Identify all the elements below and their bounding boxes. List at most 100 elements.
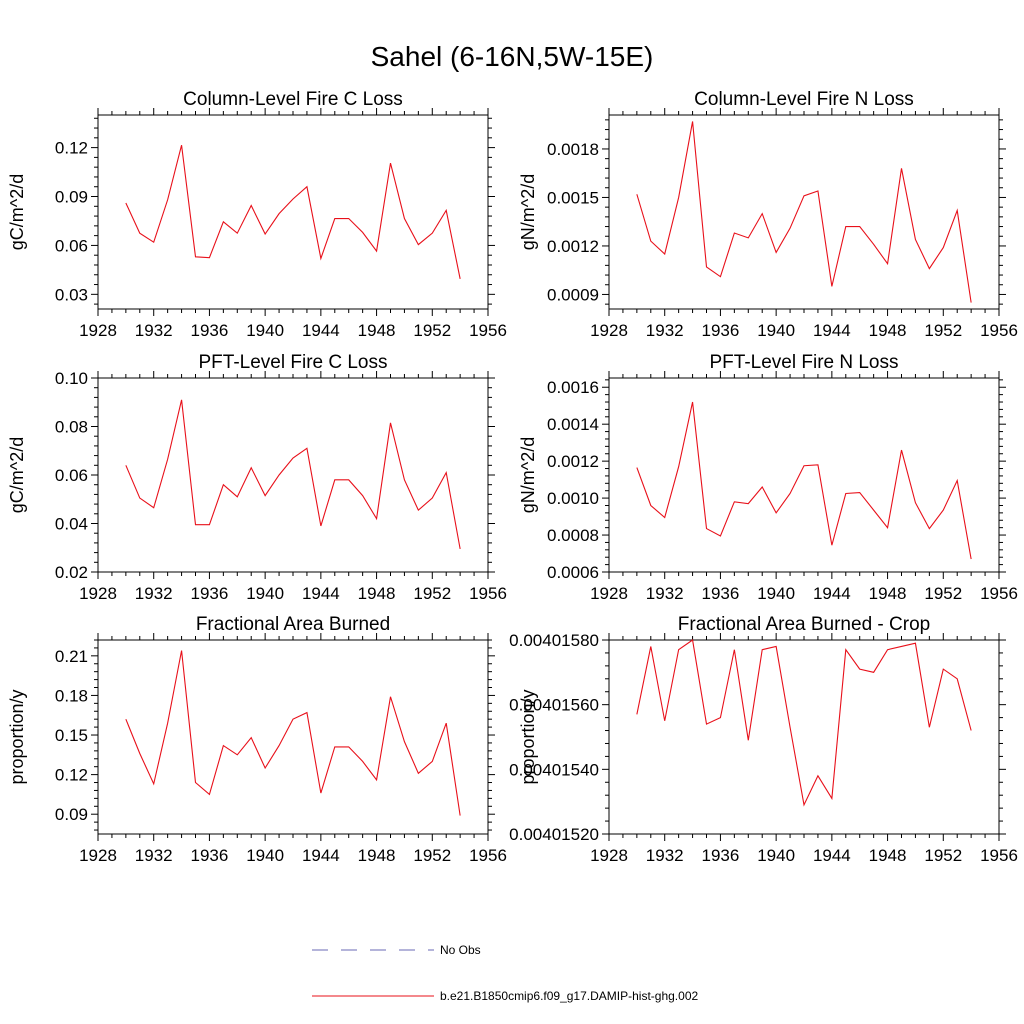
series-line-1 [636, 639, 972, 807]
x-tick-label: 1948 [869, 584, 907, 603]
y-tick-label: 0.0010 [547, 489, 599, 508]
series-line-1 [636, 401, 972, 560]
y-tick-label: 0.0018 [547, 140, 599, 159]
y-tick-label: 0.06 [55, 236, 88, 255]
y-tick-label: 0.08 [55, 418, 88, 437]
y-tick-label: 0.0006 [547, 563, 599, 582]
series-line-1 [636, 121, 972, 303]
panel-title: PFT-Level Fire C Loss [199, 352, 388, 373]
y-tick-label: 0.09 [55, 805, 88, 824]
y-axis-label: gC/m^2/d [7, 437, 27, 513]
x-tick-label: 1948 [358, 321, 396, 340]
x-tick-label: 1932 [135, 321, 173, 340]
y-tick-label: 0.15 [55, 726, 88, 745]
series-line-1 [125, 650, 461, 816]
y-tick-label: 0.12 [55, 139, 88, 158]
x-tick-label: 1948 [869, 321, 907, 340]
x-tick-label: 1940 [246, 846, 284, 865]
legend-entry-model-run: b.e21.B1850cmip6.f09_g17.DAMIP-hist-ghg.… [312, 989, 698, 1003]
x-tick-label: 1944 [302, 321, 340, 340]
x-tick-label: 1940 [757, 321, 795, 340]
y-tick-label: 0.0009 [547, 285, 599, 304]
y-axis-label: gN/m^2/d [518, 437, 538, 513]
x-tick-label: 1952 [413, 846, 451, 865]
y-axis-label: gC/m^2/d [7, 174, 27, 250]
x-tick-label: 1952 [413, 321, 451, 340]
y-tick-label: 0.12 [55, 766, 88, 785]
x-tick-label: 1940 [246, 321, 284, 340]
chart-panel-4: 1928 1932 1936 1940 1944 1948 1952 1956 0.0006 0.… [518, 352, 1018, 603]
x-tick-label: 1952 [924, 584, 962, 603]
legend: No Obs b.e21.B1850cmip6.f09_g17.DAMIP-hi… [312, 943, 698, 1003]
y-tick-label: 0.0008 [547, 526, 599, 545]
x-tick-label: 1944 [813, 321, 851, 340]
chart-panel-6: 1928 1932 1936 1940 1944 1948 1952 1956 0.004015… [509, 614, 1018, 865]
x-tick-label: 1928 [590, 584, 628, 603]
panel-title: Column-Level Fire C Loss [183, 89, 403, 110]
x-tick-label: 1932 [646, 584, 684, 603]
x-tick-label: 1932 [646, 321, 684, 340]
y-tick-label: 0.06 [55, 466, 88, 485]
x-tick-label: 1952 [413, 584, 451, 603]
chart-panel-1: 1928 1932 1936 1940 1944 1948 1952 1956 0.03 0.06… [7, 89, 507, 340]
y-tick-label: 0.04 [55, 515, 88, 534]
x-tick-label: 1932 [135, 846, 173, 865]
y-tick-label: 0.18 [55, 686, 88, 705]
x-tick-label: 1936 [702, 584, 740, 603]
y-tick-label: 0.21 [55, 647, 88, 666]
x-tick-label: 1948 [358, 584, 396, 603]
y-tick-label: 0.0014 [547, 415, 599, 434]
chart-panel-2: 1928 1932 1936 1940 1944 1948 1952 1956 0.0009 0.… [518, 89, 1018, 340]
x-tick-label: 1956 [469, 321, 507, 340]
chart-panels: 1928 1932 1936 1940 1944 1948 1952 1956 0.03 0.06… [7, 89, 1018, 865]
x-tick-label: 1944 [302, 584, 340, 603]
x-tick-label: 1936 [191, 846, 229, 865]
y-tick-label: 0.0015 [547, 188, 599, 207]
panel-title: Fractional Area Burned - Crop [678, 614, 930, 635]
x-tick-label: 1944 [813, 846, 851, 865]
y-tick-label: 0.02 [55, 563, 88, 582]
y-tick-label: 0.0016 [547, 378, 599, 397]
y-tick-label: 0.0012 [547, 452, 599, 471]
y-tick-label: 0.10 [55, 369, 88, 388]
legend-label-model-run: b.e21.B1850cmip6.f09_g17.DAMIP-hist-ghg.… [440, 989, 698, 1003]
x-tick-label: 1932 [135, 584, 173, 603]
legend-label-no-obs: No Obs [440, 943, 481, 957]
x-tick-label: 1928 [79, 846, 117, 865]
x-tick-label: 1928 [79, 321, 117, 340]
panel-title: Column-Level Fire N Loss [694, 89, 914, 110]
x-tick-label: 1948 [358, 846, 396, 865]
x-tick-label: 1956 [469, 846, 507, 865]
panel-title: PFT-Level Fire N Loss [710, 352, 899, 373]
y-tick-label: 0.00401520 [509, 825, 599, 844]
x-tick-label: 1936 [191, 321, 229, 340]
chart-panel-3: 1928 1932 1936 1940 1944 1948 1952 1956 0.02 0.04… [7, 352, 507, 603]
chart-panel-5: 1928 1932 1936 1940 1944 1948 1952 1956 0.09 0.12… [7, 614, 507, 865]
y-tick-label: 0.0012 [547, 237, 599, 256]
figure-title: Sahel (6-16N,5W-15E) [371, 41, 654, 72]
x-tick-label: 1948 [869, 846, 907, 865]
x-tick-label: 1944 [302, 846, 340, 865]
x-tick-label: 1940 [246, 584, 284, 603]
x-tick-label: 1940 [757, 846, 795, 865]
y-tick-label: 0.00401540 [509, 760, 599, 779]
x-tick-label: 1928 [79, 584, 117, 603]
x-tick-label: 1956 [980, 846, 1018, 865]
series-line-1 [125, 145, 461, 279]
x-tick-label: 1936 [191, 584, 229, 603]
series-line-1 [125, 399, 461, 550]
x-tick-label: 1936 [702, 321, 740, 340]
x-tick-label: 1932 [646, 846, 684, 865]
x-tick-label: 1952 [924, 321, 962, 340]
y-tick-label: 0.00401580 [509, 631, 599, 650]
x-tick-label: 1928 [590, 846, 628, 865]
x-tick-label: 1956 [980, 321, 1018, 340]
panel-title: Fractional Area Burned [196, 614, 390, 635]
x-tick-label: 1944 [813, 584, 851, 603]
y-tick-label: 0.09 [55, 188, 88, 207]
legend-entry-no-obs: No Obs [312, 943, 481, 957]
y-tick-label: 0.00401560 [509, 696, 599, 715]
x-tick-label: 1940 [757, 584, 795, 603]
y-axis-label: proportion/y [7, 689, 27, 784]
